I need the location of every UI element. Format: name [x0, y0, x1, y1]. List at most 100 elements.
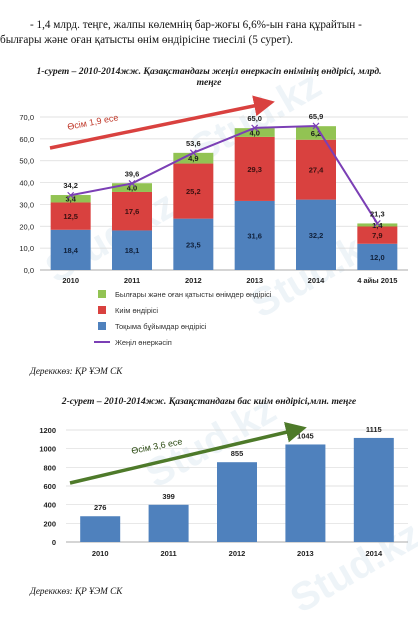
bar-value-label: 6,2 — [311, 129, 321, 138]
total-value-label: 53,6 — [186, 139, 201, 148]
bar-value-label: 18,4 — [63, 246, 78, 255]
bar-value-label: 3,4 — [65, 195, 76, 204]
x-tick-label: 2014 — [308, 276, 326, 285]
figure1-caption-line1: 1-сурет – 2010-2014жж. Қазақстандағы жең… — [36, 66, 382, 77]
intro-line-2: былғары және оған қатысты өнім өндірісін… — [0, 34, 293, 46]
bar — [148, 504, 189, 542]
y-tick-label: 10,0 — [19, 244, 34, 253]
bar-segment — [357, 243, 398, 270]
y-tick-label: 70,0 — [19, 113, 34, 122]
total-value-label: 21,3 — [370, 209, 385, 218]
bar-value-label: 25,2 — [186, 187, 201, 196]
total-value-label: 65,9 — [309, 112, 324, 121]
figure1-source: Дерекккөз: ҚР ҰЭМ СК — [30, 366, 123, 376]
bar-value-label: 18,1 — [125, 246, 140, 255]
y-tick-label: 60,0 — [19, 135, 34, 144]
x-tick-label: 2011 — [160, 549, 176, 558]
y-tick-label: 20,0 — [19, 222, 34, 231]
bar-value-label: 29,3 — [247, 165, 262, 174]
bar — [80, 516, 121, 542]
total-marker — [67, 191, 75, 199]
total-line — [70, 124, 379, 224]
bar-segment — [173, 218, 214, 270]
bar-value-label: 12,0 — [370, 253, 385, 262]
intro-text: - 1,4 млрд. теңге, жалпы көлемнің бар-жо… — [0, 18, 418, 48]
legend-swatch — [98, 306, 106, 314]
bar-value-label: 1045 — [297, 431, 314, 440]
y-tick-label: 200 — [43, 519, 56, 528]
bar-value-label: 17,6 — [125, 207, 140, 216]
legend-swatch — [98, 322, 106, 330]
bar-segment — [296, 126, 336, 140]
bar-value-label: 12,5 — [63, 212, 78, 221]
figure2-chart: 0 200 400 600 800 1000 1200 276 2010 399 2011 855 20… — [39, 421, 408, 558]
x-tick-label: 2011 — [124, 276, 140, 285]
y-tick-label: 400 — [43, 501, 56, 510]
total-marker — [189, 149, 197, 157]
legend-label: Былғары және оған қатысты өнімдер өндірі… — [115, 290, 272, 299]
legend-label: Киім өндірісі — [115, 306, 158, 315]
growth-arrow — [49, 95, 275, 150]
bar-value-label: 399 — [162, 492, 175, 501]
bar-segment — [357, 223, 398, 227]
bar-segment — [173, 163, 214, 219]
bar-segment — [173, 152, 214, 164]
figure2-caption: 2-сурет – 2010-2014жж. Қазақстандағы бас… — [61, 396, 357, 407]
bar-segment — [234, 136, 275, 201]
x-tick-label: 4 айы 2015 — [357, 276, 397, 285]
total-marker — [312, 122, 320, 130]
bar-segment — [50, 195, 91, 203]
growth-label: Өсім 3,6 есе — [130, 436, 183, 456]
bar-segment — [112, 230, 152, 270]
total-value-label: 65,0 — [247, 114, 262, 123]
y-tick-label: 1000 — [39, 445, 56, 454]
bar-value-label: 4,9 — [188, 154, 198, 163]
bar-segment — [50, 229, 91, 270]
bar-value-label: 23,5 — [186, 240, 201, 249]
total-marker — [373, 220, 381, 227]
bar-value-label: 27,4 — [309, 166, 324, 175]
figure1-caption: 1-сурет – 2010-2014жж. Қазақстандағы жең… — [0, 66, 418, 88]
bar-value-label: 32,2 — [309, 231, 324, 240]
growth-arrow — [69, 421, 307, 485]
figure1-caption-line2: теңге — [196, 77, 222, 88]
x-tick-label: 2014 — [365, 549, 383, 558]
bar — [353, 437, 394, 542]
y-tick-label: 0,0 — [24, 266, 34, 275]
total-value-label: 39,6 — [125, 169, 140, 178]
bar-value-label: 1,4 — [372, 221, 383, 230]
bar-segment — [50, 202, 91, 230]
y-tick-label: 30,0 — [19, 200, 34, 209]
total-marker — [128, 180, 136, 187]
x-tick-label: 2013 — [246, 276, 263, 285]
bar — [285, 444, 326, 542]
bar-value-label: 4,0 — [249, 129, 259, 138]
legend-swatch — [98, 290, 106, 298]
x-tick-label: 2013 — [297, 549, 314, 558]
y-tick-label: 600 — [43, 482, 56, 491]
bar-value-label: 31,6 — [247, 231, 262, 240]
figure2-source: Дерекккөз: ҚР ҰЭМ СК — [30, 586, 123, 596]
total-value-label: 34,2 — [63, 181, 78, 190]
bar-value-label: 1115 — [366, 425, 382, 434]
x-tick-label: 2012 — [185, 276, 202, 285]
y-tick-label: 40,0 — [19, 179, 34, 188]
x-tick-label: 2012 — [229, 549, 246, 558]
x-tick-label: 2010 — [62, 276, 79, 285]
bar-value-label: 4,0 — [127, 184, 137, 193]
y-tick-label: 0 — [52, 538, 56, 547]
bar-value-label: 855 — [231, 449, 244, 458]
bar-value-label: 7,9 — [372, 231, 382, 240]
figure1-chart: 0,0 10,0 20,0 30,0 40,0 50,0 60,0 70,0 18,4 12,5 3… — [19, 95, 408, 347]
bar-segment — [357, 226, 398, 244]
bar-value-label: 276 — [94, 503, 107, 512]
bar-segment — [296, 199, 336, 270]
intro-line-1: - 1,4 млрд. теңге, жалпы көлемнің бар-жо… — [30, 19, 362, 31]
y-tick-label: 50,0 — [19, 157, 34, 166]
bar — [217, 462, 257, 542]
bar-segment — [112, 191, 152, 231]
bar-segment — [296, 139, 336, 200]
legend-label: Тоқыма бұйымдар өндірісі — [115, 322, 207, 331]
legend-label: Жеңіл өнеркәсіп — [115, 338, 172, 347]
total-marker — [251, 124, 259, 132]
